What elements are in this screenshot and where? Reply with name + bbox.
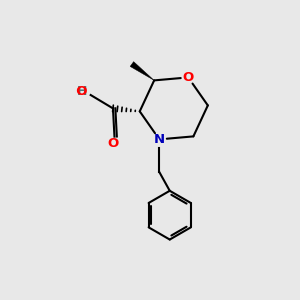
Text: O: O	[67, 85, 87, 98]
Text: O: O	[107, 137, 118, 150]
Text: O: O	[183, 71, 194, 84]
Text: H: H	[77, 85, 87, 98]
Text: N: N	[154, 133, 165, 146]
Polygon shape	[130, 61, 154, 80]
